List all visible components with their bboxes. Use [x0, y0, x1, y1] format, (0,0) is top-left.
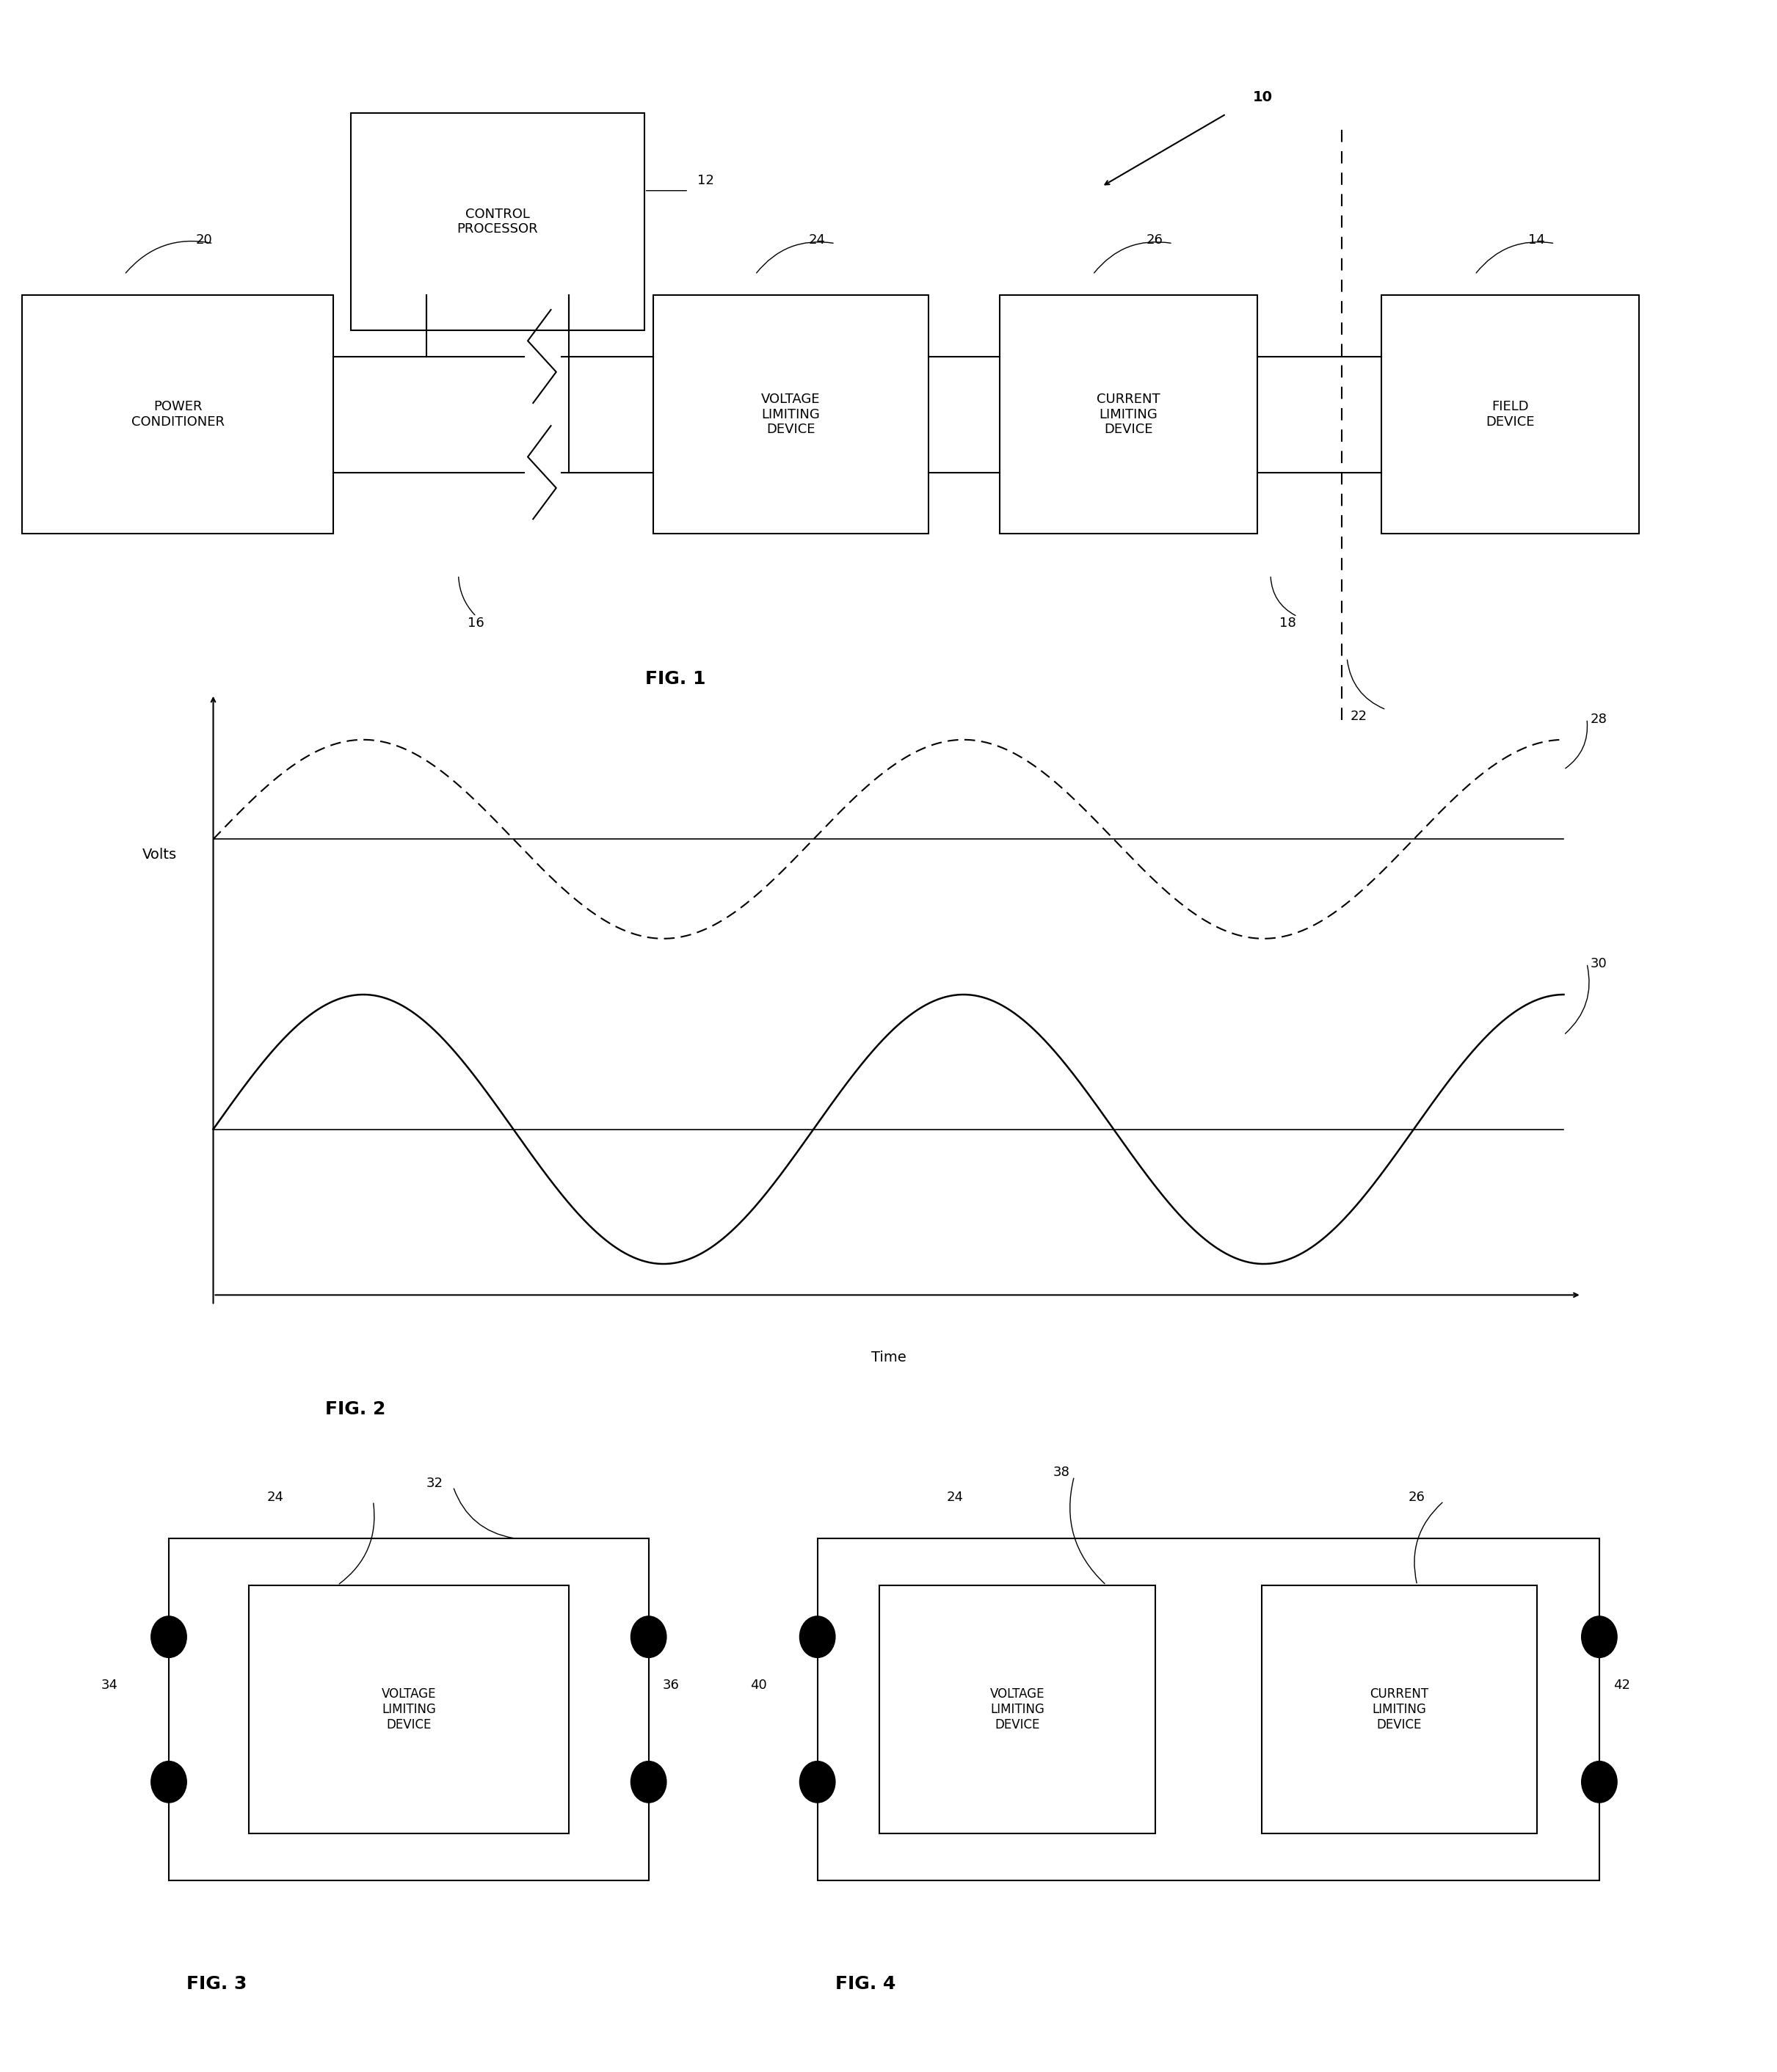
Text: 18: 18	[1279, 617, 1295, 630]
Text: 30: 30	[1590, 957, 1606, 970]
FancyBboxPatch shape	[23, 294, 334, 533]
Circle shape	[1582, 1761, 1617, 1803]
Text: 40: 40	[750, 1678, 766, 1691]
Text: 32: 32	[426, 1477, 444, 1490]
Text: FIG. 1: FIG. 1	[645, 669, 705, 688]
FancyBboxPatch shape	[1262, 1585, 1537, 1834]
Text: FIG. 4: FIG. 4	[835, 1975, 896, 1993]
FancyBboxPatch shape	[249, 1585, 569, 1834]
Text: Time: Time	[871, 1351, 906, 1363]
Circle shape	[800, 1761, 835, 1803]
FancyBboxPatch shape	[999, 294, 1258, 533]
Circle shape	[631, 1761, 666, 1803]
Text: 36: 36	[663, 1678, 679, 1691]
Circle shape	[1582, 1616, 1617, 1658]
Text: POWER
CONDITIONER: POWER CONDITIONER	[131, 400, 224, 429]
Circle shape	[151, 1761, 187, 1803]
Text: CURRENT
LIMITING
DEVICE: CURRENT LIMITING DEVICE	[1096, 392, 1160, 437]
Text: 34: 34	[101, 1678, 119, 1691]
Text: FIELD
DEVICE: FIELD DEVICE	[1486, 400, 1535, 429]
Text: 28: 28	[1590, 713, 1606, 725]
Text: 10: 10	[1253, 91, 1272, 104]
FancyBboxPatch shape	[1383, 294, 1638, 533]
Text: FIG. 2: FIG. 2	[325, 1401, 386, 1417]
Text: 24: 24	[809, 234, 826, 247]
Text: FIG. 3: FIG. 3	[187, 1975, 247, 1993]
FancyBboxPatch shape	[817, 1537, 1599, 1881]
Text: 12: 12	[698, 174, 714, 186]
Text: 24: 24	[945, 1492, 963, 1504]
FancyBboxPatch shape	[169, 1537, 649, 1881]
Text: 26: 26	[1146, 234, 1162, 247]
Text: 42: 42	[1614, 1678, 1631, 1691]
Text: Volts: Volts	[142, 847, 178, 862]
Text: CONTROL
PROCESSOR: CONTROL PROCESSOR	[457, 207, 538, 236]
Text: 38: 38	[1052, 1467, 1070, 1479]
Text: 26: 26	[1409, 1492, 1425, 1504]
Text: 14: 14	[1528, 234, 1544, 247]
FancyBboxPatch shape	[880, 1585, 1155, 1834]
Text: VOLTAGE
LIMITING
DEVICE: VOLTAGE LIMITING DEVICE	[382, 1687, 435, 1732]
Text: 16: 16	[467, 617, 485, 630]
FancyBboxPatch shape	[654, 294, 928, 533]
Text: 20: 20	[195, 234, 211, 247]
Text: VOLTAGE
LIMITING
DEVICE: VOLTAGE LIMITING DEVICE	[990, 1687, 1045, 1732]
Text: CURRENT
LIMITING
DEVICE: CURRENT LIMITING DEVICE	[1370, 1687, 1429, 1732]
Text: 22: 22	[1351, 711, 1368, 723]
Text: 24: 24	[267, 1492, 284, 1504]
Circle shape	[800, 1616, 835, 1658]
FancyBboxPatch shape	[352, 114, 645, 332]
Text: VOLTAGE
LIMITING
DEVICE: VOLTAGE LIMITING DEVICE	[761, 392, 821, 437]
Circle shape	[631, 1616, 666, 1658]
Circle shape	[151, 1616, 187, 1658]
